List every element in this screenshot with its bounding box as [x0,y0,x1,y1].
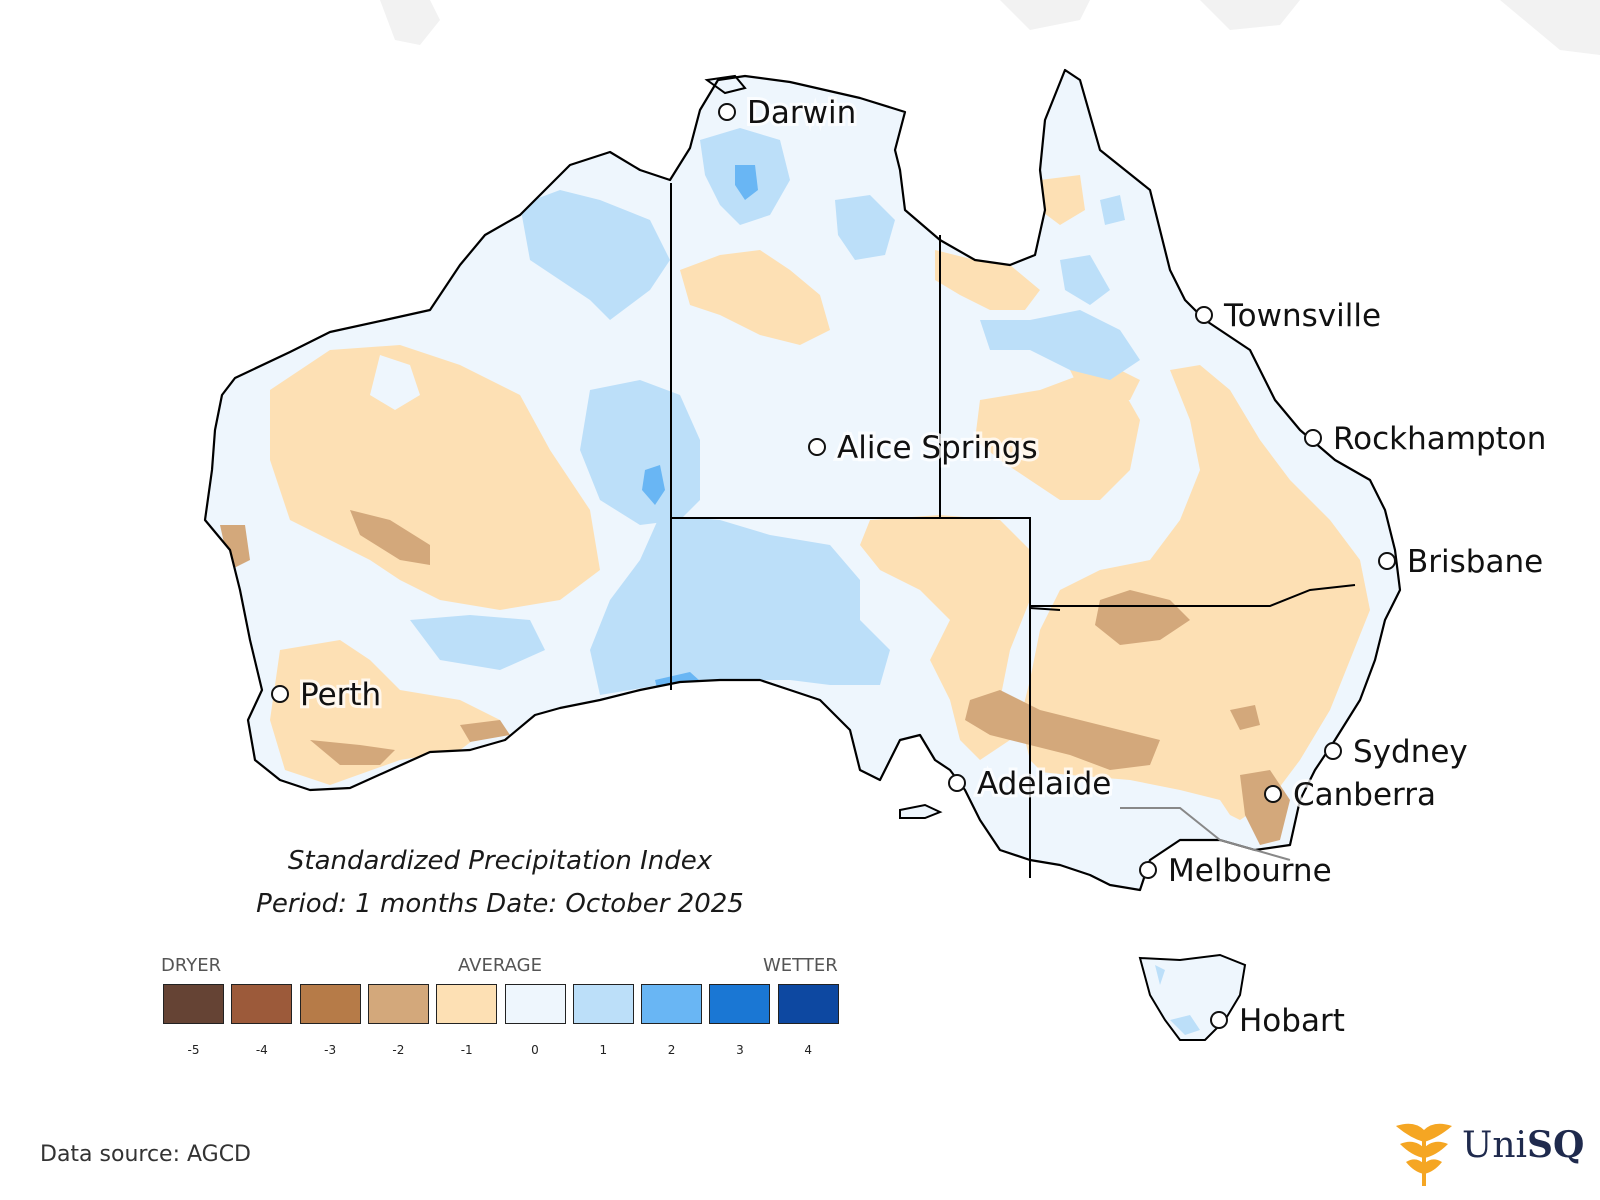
legend-tick-label: -2 [392,1043,405,1057]
city-marker [718,103,736,121]
city-label: Perth [300,677,381,713]
background-land [380,0,1600,55]
kangaroo-island [899,803,943,819]
city-markers: Darwin Townsville Alice Springs Rockhampton… [271,92,1549,1042]
legend-swatch [231,984,293,1024]
legend-swatch [299,984,361,1024]
mainland-coastline [203,68,1402,892]
city-label: Melbourne [1168,853,1332,889]
map-title: Standardized Precipitation Index [287,846,713,876]
unisq-logo-text: UniSQ [1462,1124,1585,1166]
city-label: Canberra [1293,777,1436,813]
legend-tick-label: -3 [324,1043,337,1057]
legend-swatch [777,984,839,1024]
legend-swatch [641,984,703,1024]
legend-swatch [436,984,498,1024]
legend-average-label: AVERAGE [458,955,542,976]
city-marker [1210,1011,1228,1029]
city-label: Rockhampton [1333,421,1546,457]
city-label: Sydney [1353,734,1468,770]
legend-tick-label: 4 [804,1043,812,1057]
tasmania [1138,953,1247,1041]
city-label: Brisbane [1407,544,1543,580]
legend-tick-label: -4 [255,1043,268,1057]
legend-swatch [163,984,224,1024]
legend-tick-label: 2 [667,1043,676,1057]
city-marker [1324,742,1342,760]
city-marker [271,685,289,703]
city-marker [1195,306,1213,324]
unisq-logo-icon [1396,1123,1452,1186]
city-marker [1139,861,1157,879]
city-marker [808,438,826,456]
city-marker [1378,552,1396,570]
legend-tick-label: 3 [736,1043,744,1057]
city-label: Alice Springs [837,430,1038,466]
city-label: Darwin [747,95,856,131]
legend-tick-label: 0 [531,1043,539,1057]
legend-swatch [367,984,429,1024]
legend-tick-label: 1 [599,1043,608,1057]
city-marker [948,774,966,792]
map-subtitle: Period: 1 months Date: October 2025 [256,889,744,919]
city-label: Townsville [1223,298,1381,334]
legend-wetter-label: WETTER [763,955,838,976]
city-label: Hobart [1239,1003,1345,1039]
legend-swatch [709,984,771,1024]
legend-swatch [504,984,566,1024]
melville-island [704,74,747,95]
city-marker [1304,429,1322,447]
legend-swatch [572,984,634,1024]
spi-shading [205,70,1400,890]
city-marker [1264,785,1282,803]
state-borders [670,183,1356,878]
legend-dryer-label: DRYER [161,955,222,976]
legend-tick-label: -1 [460,1043,473,1057]
unisq-logo: UniSQ [1394,1120,1584,1186]
data-source: Data source: AGCD [40,1142,251,1167]
legend-tick-label: -5 [187,1043,200,1057]
city-label: Adelaide [977,766,1111,802]
nsw-vic-border [1120,807,1291,861]
